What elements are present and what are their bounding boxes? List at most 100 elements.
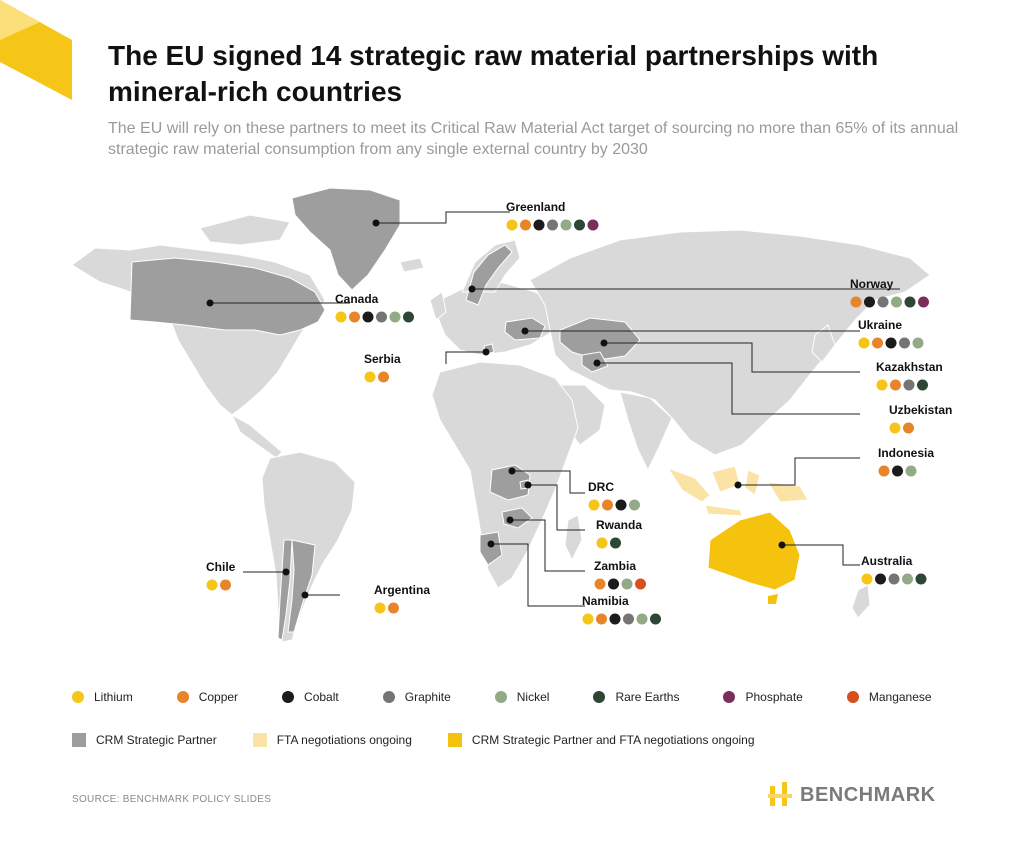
- country-drc: [489, 464, 531, 501]
- mineral-dot-zambia-cobalt: [608, 578, 619, 590]
- legend-item-copper: Copper: [176, 690, 239, 704]
- mineral-dot-australia-graphite: [888, 573, 900, 585]
- landmass-iceland: [399, 257, 425, 273]
- country-label-namibia: Namibia: [582, 594, 629, 608]
- landmass-india: [619, 391, 673, 472]
- mineral-dot-australia-cobalt: [875, 573, 886, 585]
- anchor-dots: [206, 219, 786, 599]
- status-legend-label: CRM Strategic Partner and FTA negotiatio…: [471, 733, 755, 747]
- mineral-dot-namibia-lithium: [582, 613, 594, 625]
- country-norway: [465, 244, 513, 306]
- legend-item-graphite: Graphite: [382, 690, 451, 704]
- mineral-dot-australia-nickel: [902, 573, 913, 585]
- mineral-dot-canada-copper: [349, 311, 360, 323]
- legend-label: Phosphate: [745, 690, 803, 704]
- benchmark-logo: BENCHMARK: [768, 782, 936, 808]
- status-legend-item-fta: FTA negotiations ongoing: [252, 733, 412, 747]
- mineral-dot-australia-rare-earths: [915, 573, 927, 585]
- mineral-dot-chile-lithium: [206, 579, 218, 591]
- legend-dot-manganese: [846, 691, 859, 703]
- mineral-dot-indonesia-cobalt: [892, 465, 903, 477]
- country-label-chile: Chile: [206, 560, 236, 574]
- legend-label: Copper: [198, 690, 239, 704]
- country-tasmania: [768, 594, 778, 604]
- legend-label: Rare Earths: [615, 690, 680, 704]
- country-label-canada: Canada: [335, 292, 379, 306]
- mineral-dot-greenland-phosphate: [587, 219, 599, 231]
- legend-label: Cobalt: [304, 690, 339, 704]
- legend-item-phosphate: Phosphate: [723, 690, 803, 704]
- mineral-dot-kazakhstan-graphite: [903, 379, 915, 391]
- country-label-drc: DRC: [588, 480, 614, 494]
- mineral-dot-ukraine-copper: [872, 337, 883, 349]
- mineral-dot-indonesia-nickel: [905, 465, 917, 477]
- legend-item-manganese: Manganese: [846, 690, 932, 704]
- country-label-australia: Australia: [861, 554, 913, 568]
- status-swatch-fta: [252, 733, 267, 747]
- country-label-argentina: Argentina: [374, 583, 430, 597]
- mineral-dot-ukraine-cobalt: [885, 337, 897, 349]
- status-legend-label: CRM Strategic Partner: [96, 733, 217, 747]
- mineral-dot-greenland-lithium: [506, 219, 518, 231]
- legend-dot-cobalt: [282, 691, 295, 703]
- world-map: Greenland Canada Serbia Norway Ukraine Kazakh…: [71, 187, 952, 643]
- mineral-dot-rwanda-lithium: [596, 537, 608, 549]
- mineral-legend: Lithium Copper Cobalt Graphite Nickel Rare Ea…: [72, 690, 932, 704]
- country-chile: [277, 539, 293, 641]
- page-title: The EU signed 14 strategic raw material …: [108, 40, 879, 107]
- legend-dot-lithium: [72, 691, 84, 703]
- mineral-dot-namibia-copper: [596, 613, 607, 625]
- legend-label: Manganese: [868, 690, 932, 704]
- mineral-dot-argentina-copper: [388, 602, 399, 614]
- country-greenland: [291, 187, 401, 291]
- landmass-arctic-islands: [199, 214, 291, 246]
- mineral-dot-drc-nickel: [629, 499, 640, 511]
- mineral-dot-uzbekistan-lithium: [889, 422, 901, 434]
- landmass-new-zealand: [851, 584, 871, 619]
- legend-dot-rare-earths: [593, 691, 606, 703]
- benchmark-logo-text: BENCHMARK: [800, 783, 936, 806]
- mineral-dot-canada-nickel: [389, 311, 401, 323]
- mineral-dot-canada-rare-earths: [403, 311, 414, 323]
- legend-label: Nickel: [516, 690, 550, 704]
- legend-item-lithium: Lithium: [72, 690, 133, 704]
- mineral-dot-greenland-nickel: [560, 219, 572, 231]
- mineral-dot-norway-rare-earths: [904, 296, 916, 308]
- country-label-uzbekistan: Uzbekistan: [889, 403, 952, 417]
- legend-dot-nickel: [494, 691, 507, 703]
- status-legend-item-both: CRM Strategic Partner and FTA negotiatio…: [447, 733, 755, 747]
- legend-dot-copper: [176, 691, 189, 703]
- mineral-dot-norway-cobalt: [864, 296, 875, 308]
- mineral-dot-zambia-nickel: [621, 578, 633, 590]
- mineral-dot-chile-copper: [220, 579, 231, 591]
- mineral-dot-namibia-cobalt: [609, 613, 621, 625]
- country-namibia: [479, 531, 503, 566]
- mineral-dot-rwanda-rare-earths: [610, 537, 621, 549]
- legend-item-nickel: Nickel: [494, 690, 550, 704]
- legend-item-rare-earths: Rare Earths: [593, 690, 679, 704]
- landmass-madagascar: [564, 514, 583, 562]
- mineral-dot-kazakhstan-rare-earths: [917, 379, 928, 391]
- mineral-dot-norway-nickel: [891, 296, 902, 308]
- country-label-rwanda: Rwanda: [596, 518, 642, 532]
- country-label-serbia: Serbia: [364, 352, 401, 366]
- mineral-dot-namibia-graphite: [623, 613, 634, 625]
- mineral-dot-namibia-rare-earths: [650, 613, 661, 625]
- mineral-dot-greenland-cobalt: [533, 219, 545, 231]
- country-label-indonesia: Indonesia: [878, 446, 934, 460]
- mineral-dot-uzbekistan-copper: [903, 422, 914, 434]
- mineral-dot-kazakhstan-lithium: [876, 379, 888, 391]
- country-australia: [707, 511, 801, 591]
- status-swatch-partner: [72, 733, 86, 747]
- landmass-japan: [811, 324, 836, 363]
- legend-dot-graphite: [382, 691, 395, 703]
- mineral-dot-canada-lithium: [335, 311, 347, 323]
- mineral-dot-ukraine-nickel: [912, 337, 924, 349]
- mineral-dot-norway-graphite: [877, 296, 889, 308]
- mineral-dot-norway-phosphate: [918, 296, 929, 308]
- mineral-dot-australia-lithium: [861, 573, 873, 585]
- source-note: SOURCE: BENCHMARK POLICY SLIDES: [72, 794, 272, 805]
- mineral-dot-greenland-graphite: [547, 219, 558, 231]
- landmass-uk: [429, 291, 447, 321]
- country-indonesia: [666, 465, 809, 517]
